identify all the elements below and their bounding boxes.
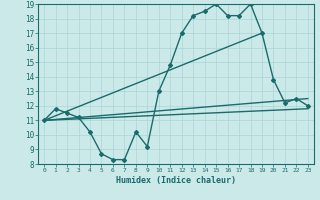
X-axis label: Humidex (Indice chaleur): Humidex (Indice chaleur) [116, 176, 236, 185]
